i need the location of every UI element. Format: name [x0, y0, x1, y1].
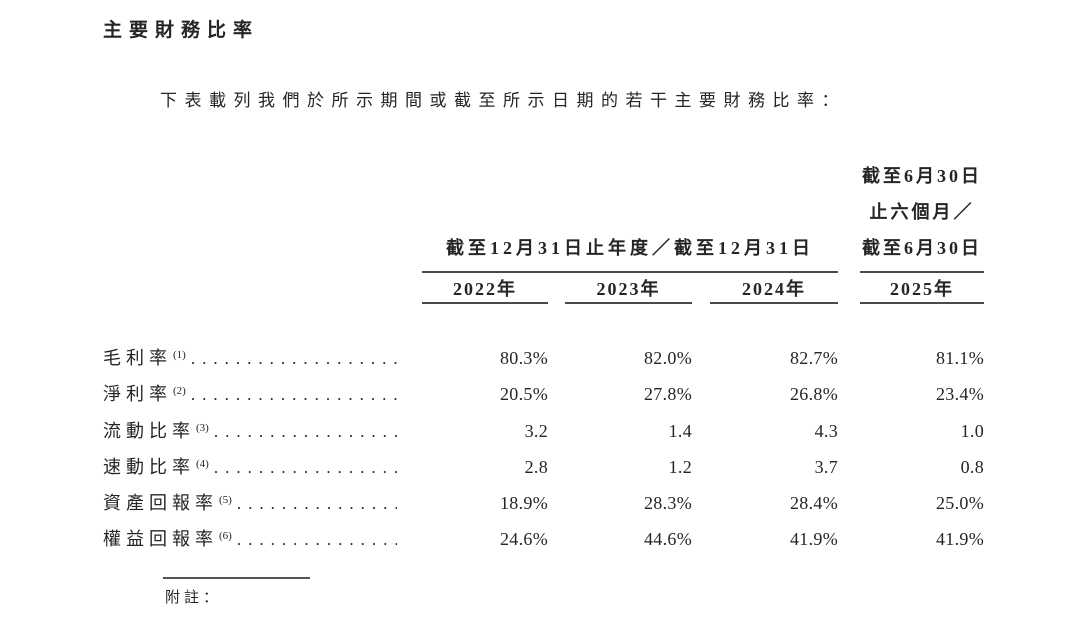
year-header-2022: 2022年 [422, 273, 548, 304]
cell-value: 4.3 [814, 420, 838, 441]
cell-value: 28.4% [790, 493, 838, 514]
row-label-text: 資產回報率 [103, 493, 218, 514]
footnote-marker: (6) [219, 530, 232, 543]
footnote-marker: (1) [173, 349, 186, 361]
row-label-text: 權益回報率 [103, 529, 218, 550]
year-header-2024: 2024年 [710, 273, 838, 304]
table-row-current-ratio: 流動比率(3) ................................… [103, 413, 984, 449]
dot-leader: ........................................… [213, 457, 397, 477]
cell-value: 24.6% [500, 529, 548, 550]
row-label: 流動比率(3) ................................… [103, 413, 422, 452]
cell-value: 82.0% [644, 348, 692, 368]
dot-leader: ........................................… [236, 494, 397, 514]
row-label-text: 淨利率 [103, 384, 172, 405]
cell-value: 27.8% [644, 384, 692, 405]
column-group-header: 截至12月31日止年度／截至12月31日 [422, 230, 838, 273]
row-label-text: 流動比率 [103, 420, 195, 441]
row-label: 資產回報率(5) ...............................… [103, 485, 422, 524]
footnote-separator-rule [163, 576, 310, 579]
dot-leader: ........................................… [236, 530, 397, 550]
cell-value: 3.2 [524, 420, 548, 441]
cell-value: 28.3% [644, 493, 692, 514]
page-title: 主要財務比率 [103, 20, 260, 41]
cell-value: 82.7% [790, 348, 838, 368]
year-header-row: 2022年 2023年 2024年 2025年 [103, 273, 984, 304]
column-header-right-line1: 截至6月30日 [862, 166, 982, 186]
row-label-text: 速動比率 [103, 456, 195, 477]
cell-value: 44.6% [644, 529, 692, 550]
cell-value: 1.2 [668, 456, 692, 477]
year-header-2023: 2023年 [565, 273, 692, 304]
cell-value: 81.1% [936, 348, 984, 368]
row-label: 速動比率(4) ................................… [103, 449, 422, 488]
year-header-2025: 2025年 [860, 273, 984, 304]
cell-value: 26.8% [790, 384, 838, 405]
dot-leader: ........................................… [213, 421, 397, 441]
cell-value: 18.9% [500, 493, 548, 514]
cell-value: 0.8 [960, 456, 984, 477]
row-label: 毛利率(1) .................................… [103, 340, 422, 379]
table-row-net-margin: 淨利率(2) .................................… [103, 376, 984, 412]
cell-value: 20.5% [500, 384, 548, 405]
row-label-text: 毛利率 [103, 348, 172, 368]
cell-value: 41.9% [790, 529, 838, 550]
table-body: 毛利率(1) .................................… [103, 340, 984, 558]
table-row-gross-margin: 毛利率(1) .................................… [103, 340, 984, 376]
column-header-right-line2: 止六個月／ [869, 202, 975, 222]
row-label: 淨利率(2) .................................… [103, 376, 422, 415]
dot-leader: ........................................… [190, 349, 397, 368]
intro-text: 下表載列我們於所示期間或截至所示日期的若干主要財務比率： [160, 91, 846, 110]
document-page: 主要財務比率 下表載列我們於所示期間或截至所示日期的若干主要財務比率： 截至6月… [0, 20, 1080, 608]
table-row-return-on-assets: 資產回報率(5) ...............................… [103, 485, 984, 521]
cell-value: 41.9% [936, 529, 984, 550]
cell-value: 80.3% [500, 348, 548, 368]
cell-value: 25.0% [936, 493, 984, 514]
cell-value: 1.0 [960, 420, 984, 441]
footnote-marker: (4) [196, 457, 209, 470]
table-header: 截至6月30日 止六個月／ 截至12月31日止年度／截至12月31日 截至6月3… [103, 158, 984, 273]
table-row-quick-ratio: 速動比率(4) ................................… [103, 449, 984, 485]
row-label: 權益回報率(6) ...............................… [103, 521, 422, 560]
footnote-marker: (3) [196, 421, 209, 434]
cell-value: 1.4 [668, 420, 692, 441]
cell-value: 3.7 [814, 456, 838, 477]
dot-leader: ........................................… [190, 385, 397, 405]
footnote-marker: (2) [173, 385, 186, 398]
column-header-right-line3: 截至6月30日 [860, 230, 984, 273]
footnote-marker: (5) [219, 494, 232, 507]
table-row-return-on-equity: 權益回報率(6) ...............................… [103, 521, 984, 557]
cell-value: 2.8 [524, 456, 548, 477]
financial-ratios-table: 截至6月30日 止六個月／ 截至12月31日止年度／截至12月31日 截至6月3… [103, 158, 984, 558]
cell-value: 23.4% [936, 384, 984, 405]
